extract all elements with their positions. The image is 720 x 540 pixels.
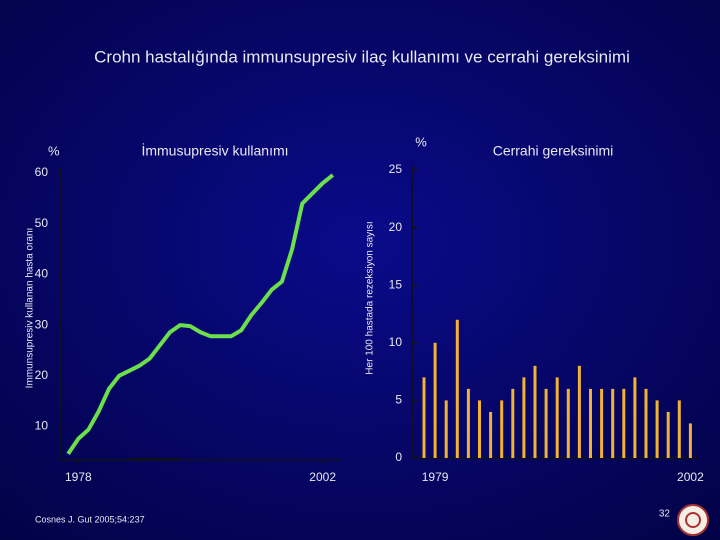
y-axis-label: Her 100 hastada rezeksiyon sayısı [365, 221, 376, 374]
bar [522, 377, 526, 458]
data-line [66, 173, 335, 456]
y-tick-label: 15 [389, 277, 403, 291]
bar [466, 388, 470, 458]
bar [577, 365, 581, 458]
y-tick-label: 10 [389, 335, 403, 349]
bar [489, 411, 493, 458]
x-tick-label: 2002 [677, 470, 704, 484]
logo [685, 512, 701, 528]
bar [611, 388, 615, 458]
bar [455, 319, 459, 458]
bar [688, 423, 692, 458]
bar [622, 388, 626, 458]
chart-title: İmmusupresiv kullanımı [141, 142, 288, 159]
logo [677, 504, 709, 536]
bar [478, 400, 481, 458]
bar [433, 342, 437, 458]
bar [500, 400, 504, 458]
bar [566, 388, 570, 458]
y-tick-label: 50 [35, 216, 49, 230]
bar [633, 377, 637, 458]
y-tick-label: 30 [35, 317, 49, 331]
y-tick-label: 5 [395, 393, 402, 407]
bar [600, 388, 604, 458]
bar [544, 388, 548, 458]
bar [655, 400, 659, 458]
y-tick-label: 0 [395, 450, 402, 464]
slide-title: Crohn hastalığında immunsupresiv ilaç ku… [94, 47, 630, 66]
bar [444, 400, 448, 458]
y-tick-label: 25 [389, 162, 403, 176]
unit-label: % [48, 143, 60, 158]
y-tick-label: 20 [389, 220, 403, 234]
y-axis-label: Immunsupresiv kullanan hasta oranı [25, 228, 36, 389]
y-tick-label: 10 [35, 419, 49, 433]
y-tick-label: 60 [35, 165, 49, 179]
bar [677, 400, 681, 458]
bar [533, 365, 537, 458]
y-tick-label: 40 [35, 267, 49, 281]
citation: Cosnes J. Gut 2005;54:237 [35, 514, 145, 524]
bar [589, 388, 592, 458]
x-tick-label: 1978 [65, 470, 92, 484]
unit-label: % [415, 134, 427, 149]
x-tick-label: 1979 [422, 470, 449, 484]
page-number: 32 [659, 509, 671, 520]
y-tick-label: 20 [35, 368, 49, 382]
bar [555, 377, 559, 458]
bar [422, 377, 426, 458]
bar [644, 388, 648, 458]
bar [511, 388, 515, 458]
chart-title: Cerrahi gereksinimi [493, 143, 614, 159]
bar [666, 411, 670, 458]
x-tick-label: 2002 [309, 470, 336, 484]
